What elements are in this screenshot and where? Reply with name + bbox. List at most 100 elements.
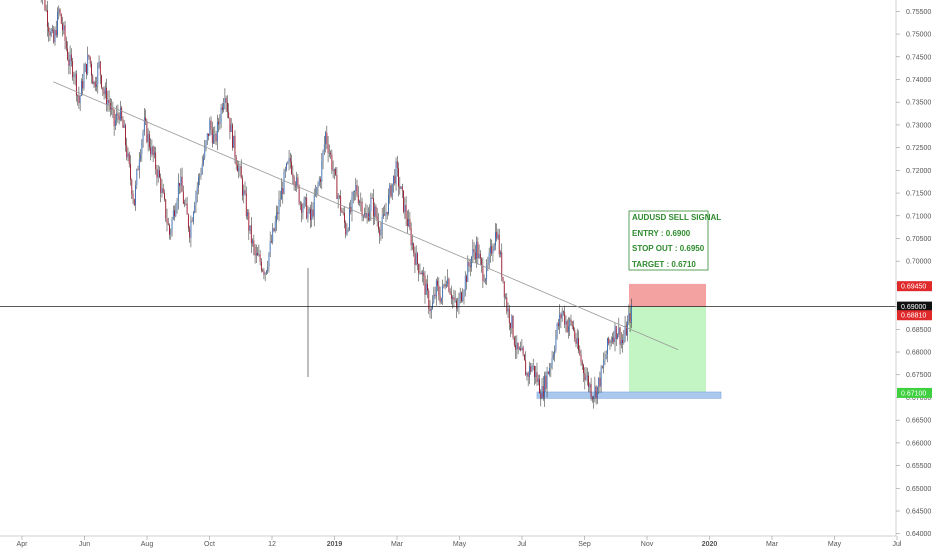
candle-body <box>474 252 476 260</box>
candle-body <box>464 276 466 292</box>
candle-body <box>496 231 498 239</box>
candle-body <box>126 145 128 158</box>
candle-body <box>311 209 313 221</box>
price-tick-label: 0.72500 <box>906 145 931 152</box>
candle-body <box>177 182 179 201</box>
candle-body <box>101 75 102 88</box>
candle-body <box>463 291 465 297</box>
candle-body <box>462 296 464 302</box>
candle-body <box>432 302 433 309</box>
candle-body <box>191 220 193 222</box>
candle-body <box>434 294 436 297</box>
candle-body <box>159 170 160 178</box>
candle-body <box>265 270 267 274</box>
candle-body <box>289 158 291 162</box>
candle-body <box>411 243 413 246</box>
candle-body <box>596 386 598 399</box>
candle-body <box>153 152 155 156</box>
candle-body <box>588 375 590 388</box>
candle-body <box>414 252 416 265</box>
candle-body <box>508 308 510 324</box>
candle-body <box>283 171 285 194</box>
candle-body <box>303 198 305 208</box>
candle-body <box>492 250 494 254</box>
candle-body <box>52 29 53 31</box>
candle-body <box>615 326 617 339</box>
candle-body <box>151 146 153 155</box>
price-tick-label: 0.68500 <box>906 327 931 334</box>
candle-body <box>164 192 165 200</box>
candle-body <box>445 283 447 287</box>
candle-body <box>264 273 266 275</box>
candle-body <box>569 319 571 327</box>
candle-body <box>354 190 355 192</box>
candle-body <box>307 211 309 219</box>
candle-body <box>252 240 254 244</box>
time-axis[interactable]: Apr Jun Aug Oct 12 2019 Mar May Jul Sep Nov 2020 Mar… <box>0 535 902 548</box>
candle-body <box>242 178 243 196</box>
candle-body <box>84 64 86 72</box>
candle-body <box>117 113 119 116</box>
price-label-text: 0.69000 <box>901 304 926 311</box>
candle-body <box>591 397 593 400</box>
candle-body <box>130 164 131 180</box>
candle-body <box>491 246 493 254</box>
candle-body <box>332 169 334 171</box>
candle-body <box>162 188 164 193</box>
candle-body <box>220 107 222 123</box>
candle-body <box>211 129 213 144</box>
price-tick-label: 0.73500 <box>906 100 931 107</box>
candle-body <box>622 339 624 344</box>
candle-body <box>92 75 94 85</box>
candle-body <box>590 384 592 398</box>
time-tick-label: Oct <box>204 541 215 548</box>
candle-body <box>595 386 597 399</box>
candle-body <box>605 354 607 360</box>
candle-body <box>226 102 228 112</box>
candle-body <box>277 212 279 214</box>
candle-body <box>200 173 202 176</box>
candle-body <box>312 209 314 217</box>
candle-body <box>239 166 241 168</box>
candle-body <box>221 107 223 110</box>
candle-body <box>630 304 632 323</box>
candle-body <box>488 253 490 264</box>
candle-body <box>155 152 157 169</box>
candle-body <box>63 25 65 31</box>
candle-body <box>380 229 382 236</box>
candle-body <box>75 73 77 96</box>
candle-body <box>364 212 366 216</box>
candle-body <box>187 214 189 229</box>
candle-body <box>560 314 562 319</box>
price-labels: 0.69450 0.69000 0.68810 0.67100 <box>897 281 932 398</box>
candle-body <box>379 229 381 236</box>
candle-body <box>55 29 57 36</box>
candle-body <box>598 377 600 387</box>
candle-body <box>469 266 471 268</box>
candle-body <box>278 199 280 214</box>
candle-body <box>181 176 183 192</box>
candle-body <box>351 196 353 212</box>
price-tick-label: 0.74000 <box>906 77 931 84</box>
candle-body <box>566 320 568 332</box>
candle-body <box>93 81 95 85</box>
price-axis[interactable]: 0.75500 0.75000 0.74500 0.74000 0.73500 0.730… <box>895 0 931 538</box>
candle-body <box>195 193 197 205</box>
candle-body <box>258 254 260 256</box>
candle-body <box>304 197 306 199</box>
price-tick-label: 0.70000 <box>906 259 931 266</box>
price-tick-label: 0.65500 <box>906 463 931 470</box>
candle-body <box>88 55 90 57</box>
candle-body <box>423 272 425 276</box>
candle-body <box>310 208 311 221</box>
candle-body <box>190 220 192 238</box>
candle-body <box>415 253 417 265</box>
signal-box <box>628 210 709 271</box>
candle-body <box>551 358 553 366</box>
candle-body <box>219 122 221 125</box>
candle-body <box>112 108 114 110</box>
candle-body <box>316 187 318 195</box>
candle-body <box>552 355 554 359</box>
price-tick-label: 0.73000 <box>906 122 931 129</box>
